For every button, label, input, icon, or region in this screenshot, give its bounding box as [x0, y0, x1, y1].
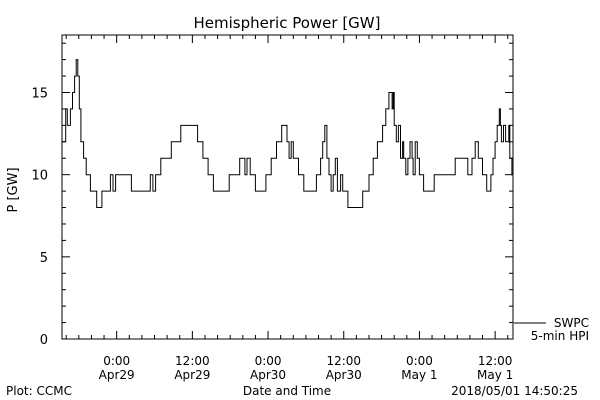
y-tick-labels: 0 5 10 15: [31, 87, 48, 348]
x-tick-label-date: Apr29: [174, 368, 210, 382]
x-tick-label-time: 12:00: [175, 354, 210, 368]
x-tick-label-time: 0:00: [255, 354, 282, 368]
y-tick-label: 5: [40, 251, 48, 266]
y-axis-label: P [GW]: [6, 167, 21, 212]
legend-label-line2: 5-min HPI: [531, 329, 589, 343]
x-tick-label-time: 12:00: [478, 354, 513, 368]
x-tick-label-time: 0:00: [103, 354, 130, 368]
x-tick-label-date: Apr30: [326, 368, 362, 382]
x-axis-label: Date and Time: [243, 384, 331, 398]
axis-ticks: [62, 35, 513, 340]
chart-title: Hemispheric Power [GW]: [194, 14, 381, 32]
footer-timestamp: 2018/05/01 14:50:25: [451, 384, 578, 398]
x-tick-label-time: 0:00: [406, 354, 433, 368]
y-tick-label: 0: [40, 333, 48, 348]
y-tick-label: 15: [31, 87, 48, 102]
x-tick-labels: 0:00Apr2912:00Apr290:00Apr3012:00Apr300:…: [99, 354, 514, 382]
y-tick-label: 10: [31, 169, 48, 184]
x-tick-label-date: Apr30: [250, 368, 286, 382]
x-tick-label-time: 12:00: [326, 354, 361, 368]
x-tick-label-date: May 1: [401, 368, 437, 382]
x-tick-label-date: Apr29: [99, 368, 135, 382]
x-tick-label-date: May 1: [477, 368, 513, 382]
series-line-hemispheric-power: [62, 59, 513, 208]
legend-label-line1: SWPC: [554, 316, 589, 330]
plot-frame: [61, 34, 514, 340]
footer-plot-credit: Plot: CCMC: [6, 384, 72, 398]
